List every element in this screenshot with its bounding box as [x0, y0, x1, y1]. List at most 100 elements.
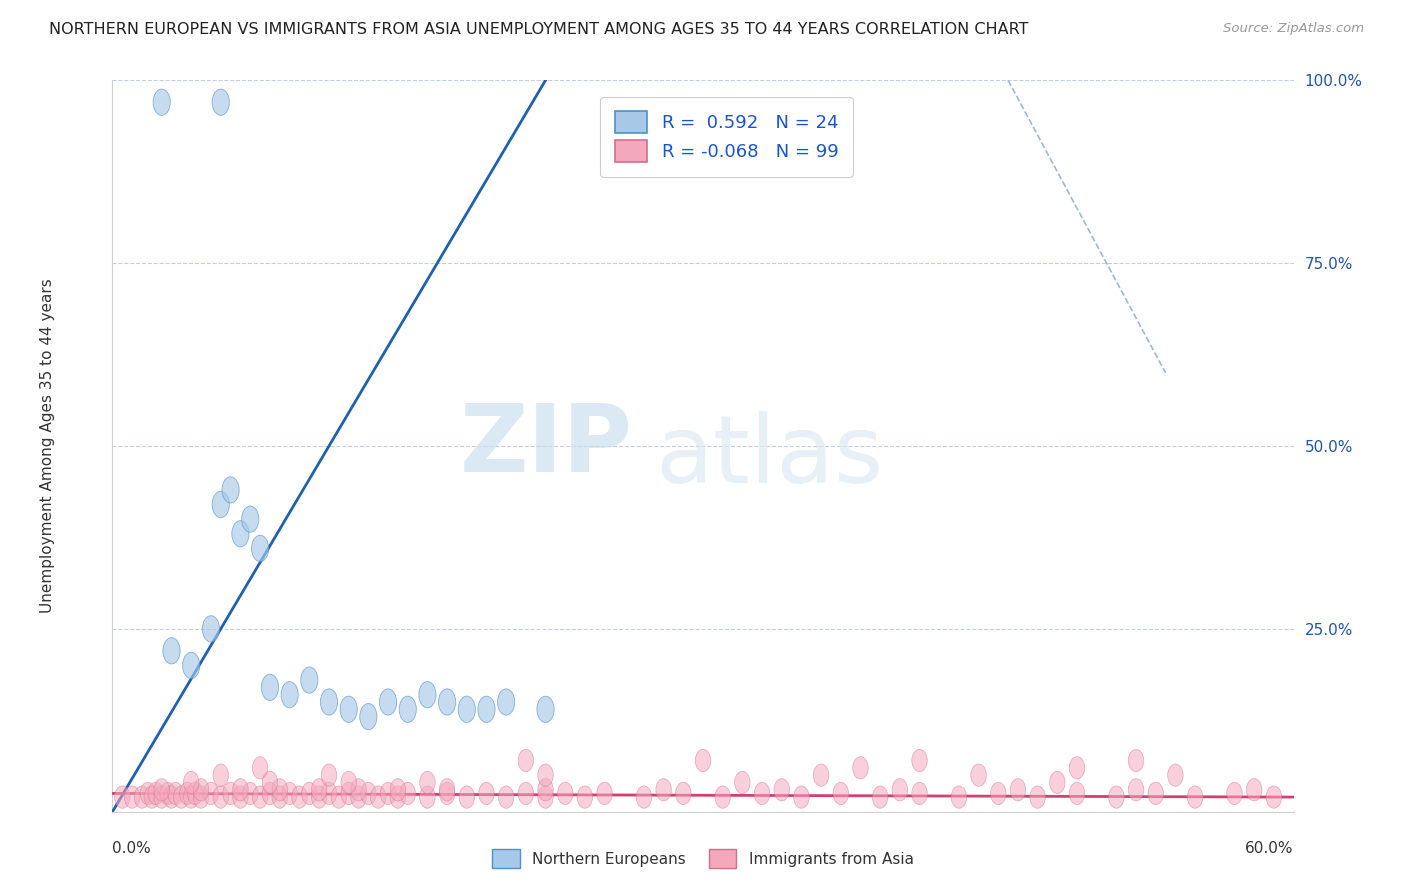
Ellipse shape [970, 764, 987, 787]
Ellipse shape [439, 782, 456, 805]
Ellipse shape [242, 782, 259, 805]
Ellipse shape [1167, 764, 1184, 787]
Ellipse shape [180, 782, 195, 805]
Ellipse shape [891, 779, 908, 801]
Ellipse shape [517, 749, 534, 772]
Ellipse shape [537, 786, 554, 808]
Ellipse shape [242, 506, 259, 533]
Ellipse shape [252, 756, 269, 779]
Ellipse shape [222, 476, 239, 503]
Ellipse shape [321, 689, 337, 715]
Ellipse shape [439, 779, 456, 801]
Ellipse shape [193, 786, 209, 808]
Ellipse shape [872, 786, 889, 808]
Ellipse shape [301, 782, 318, 805]
Ellipse shape [330, 786, 347, 808]
Ellipse shape [232, 786, 249, 808]
Ellipse shape [124, 786, 141, 808]
Ellipse shape [1049, 772, 1066, 794]
Ellipse shape [153, 779, 170, 801]
Ellipse shape [1029, 786, 1046, 808]
Ellipse shape [252, 786, 269, 808]
Ellipse shape [212, 89, 229, 115]
Ellipse shape [163, 786, 180, 808]
Ellipse shape [340, 782, 357, 805]
Ellipse shape [183, 772, 200, 794]
Legend: R =  0.592   N = 24, R = -0.068   N = 99: R = 0.592 N = 24, R = -0.068 N = 99 [600, 96, 853, 177]
Ellipse shape [232, 521, 249, 547]
Ellipse shape [252, 535, 269, 562]
Ellipse shape [419, 681, 436, 708]
Ellipse shape [350, 786, 367, 808]
Ellipse shape [852, 756, 869, 779]
Ellipse shape [439, 689, 456, 715]
Ellipse shape [911, 749, 928, 772]
Ellipse shape [212, 786, 229, 808]
Ellipse shape [734, 772, 751, 794]
Ellipse shape [291, 786, 308, 808]
Ellipse shape [1265, 786, 1282, 808]
Ellipse shape [576, 786, 593, 808]
Ellipse shape [340, 696, 357, 723]
Text: atlas: atlas [655, 411, 884, 503]
Ellipse shape [202, 782, 219, 805]
Ellipse shape [1226, 782, 1243, 805]
Ellipse shape [187, 782, 202, 805]
Ellipse shape [183, 786, 200, 808]
Ellipse shape [399, 696, 416, 723]
Ellipse shape [321, 782, 337, 805]
Text: NORTHERN EUROPEAN VS IMMIGRANTS FROM ASIA UNEMPLOYMENT AMONG AGES 35 TO 44 YEARS: NORTHERN EUROPEAN VS IMMIGRANTS FROM ASI… [49, 22, 1029, 37]
Ellipse shape [1147, 782, 1164, 805]
Ellipse shape [370, 786, 387, 808]
Ellipse shape [498, 786, 515, 808]
Ellipse shape [478, 696, 495, 723]
Ellipse shape [167, 782, 183, 805]
Ellipse shape [1069, 756, 1085, 779]
Ellipse shape [271, 786, 288, 808]
Ellipse shape [143, 786, 160, 808]
Ellipse shape [340, 772, 357, 794]
Ellipse shape [911, 782, 928, 805]
Ellipse shape [832, 782, 849, 805]
Ellipse shape [537, 764, 554, 787]
Ellipse shape [153, 89, 170, 115]
Ellipse shape [360, 782, 377, 805]
Ellipse shape [350, 779, 367, 801]
Ellipse shape [262, 674, 278, 700]
Ellipse shape [321, 764, 337, 787]
Ellipse shape [419, 772, 436, 794]
Ellipse shape [193, 779, 209, 801]
Ellipse shape [380, 689, 396, 715]
Ellipse shape [202, 615, 219, 642]
Ellipse shape [1010, 779, 1026, 801]
Ellipse shape [655, 779, 672, 801]
Ellipse shape [360, 704, 377, 730]
Ellipse shape [537, 779, 554, 801]
Ellipse shape [389, 786, 406, 808]
Text: 0.0%: 0.0% [112, 841, 152, 856]
Ellipse shape [262, 772, 278, 794]
Ellipse shape [301, 667, 318, 693]
Ellipse shape [114, 786, 131, 808]
Ellipse shape [222, 782, 239, 805]
Ellipse shape [714, 786, 731, 808]
Text: Source: ZipAtlas.com: Source: ZipAtlas.com [1223, 22, 1364, 36]
Text: Unemployment Among Ages 35 to 44 years: Unemployment Among Ages 35 to 44 years [39, 278, 55, 614]
Ellipse shape [636, 786, 652, 808]
Ellipse shape [281, 681, 298, 708]
Ellipse shape [1187, 786, 1204, 808]
Ellipse shape [458, 696, 475, 723]
Ellipse shape [517, 782, 534, 805]
Ellipse shape [537, 696, 554, 723]
Ellipse shape [557, 782, 574, 805]
Ellipse shape [281, 782, 298, 805]
Ellipse shape [399, 782, 416, 805]
Ellipse shape [311, 779, 328, 801]
Ellipse shape [498, 689, 515, 715]
Ellipse shape [458, 786, 475, 808]
Text: ZIP: ZIP [460, 400, 633, 492]
Ellipse shape [1069, 782, 1085, 805]
Ellipse shape [596, 782, 613, 805]
Ellipse shape [380, 782, 396, 805]
Ellipse shape [160, 782, 176, 805]
